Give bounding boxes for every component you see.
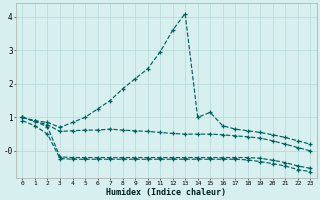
X-axis label: Humidex (Indice chaleur): Humidex (Indice chaleur) [106, 188, 226, 197]
